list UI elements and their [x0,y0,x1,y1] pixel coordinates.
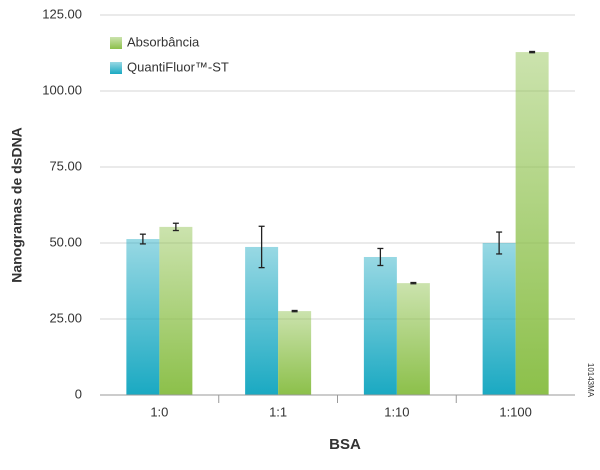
x-axis-label: BSA [329,436,361,453]
error-bar [291,309,298,313]
bar [159,226,193,395]
legend-label: QuantiFluor™-ST [127,59,229,74]
x-tick-label: 1:10 [384,404,409,419]
y-tick-label: 75.00 [49,158,82,173]
bar [515,52,549,395]
y-tick-label: 125.00 [42,6,82,21]
bar [245,246,279,395]
figure-id: 10143MA [586,363,595,398]
error-bar [377,247,384,267]
bar [126,239,160,395]
bar [396,283,430,395]
error-bar [410,281,417,285]
x-tick-label: 1:0 [150,404,168,419]
legend-swatch [110,37,122,49]
bar [363,256,397,395]
y-tick-label: 100.00 [42,82,82,97]
error-bar [496,231,503,255]
y-tick-label: 50.00 [49,234,82,249]
legend-label: Absorbância [127,34,200,49]
error-bar [258,225,265,269]
y-axis-label: Nanogramas de dsDNA [9,127,25,283]
bar [278,311,312,395]
x-tick-label: 1:100 [499,404,532,419]
bar [482,243,516,395]
error-bar [529,50,536,54]
y-tick-label: 25.00 [49,310,82,325]
x-tick-label: 1:1 [269,404,287,419]
legend-swatch [110,62,122,74]
error-bar [172,222,179,232]
y-tick-label: 0 [75,386,82,401]
error-bar [139,233,146,245]
